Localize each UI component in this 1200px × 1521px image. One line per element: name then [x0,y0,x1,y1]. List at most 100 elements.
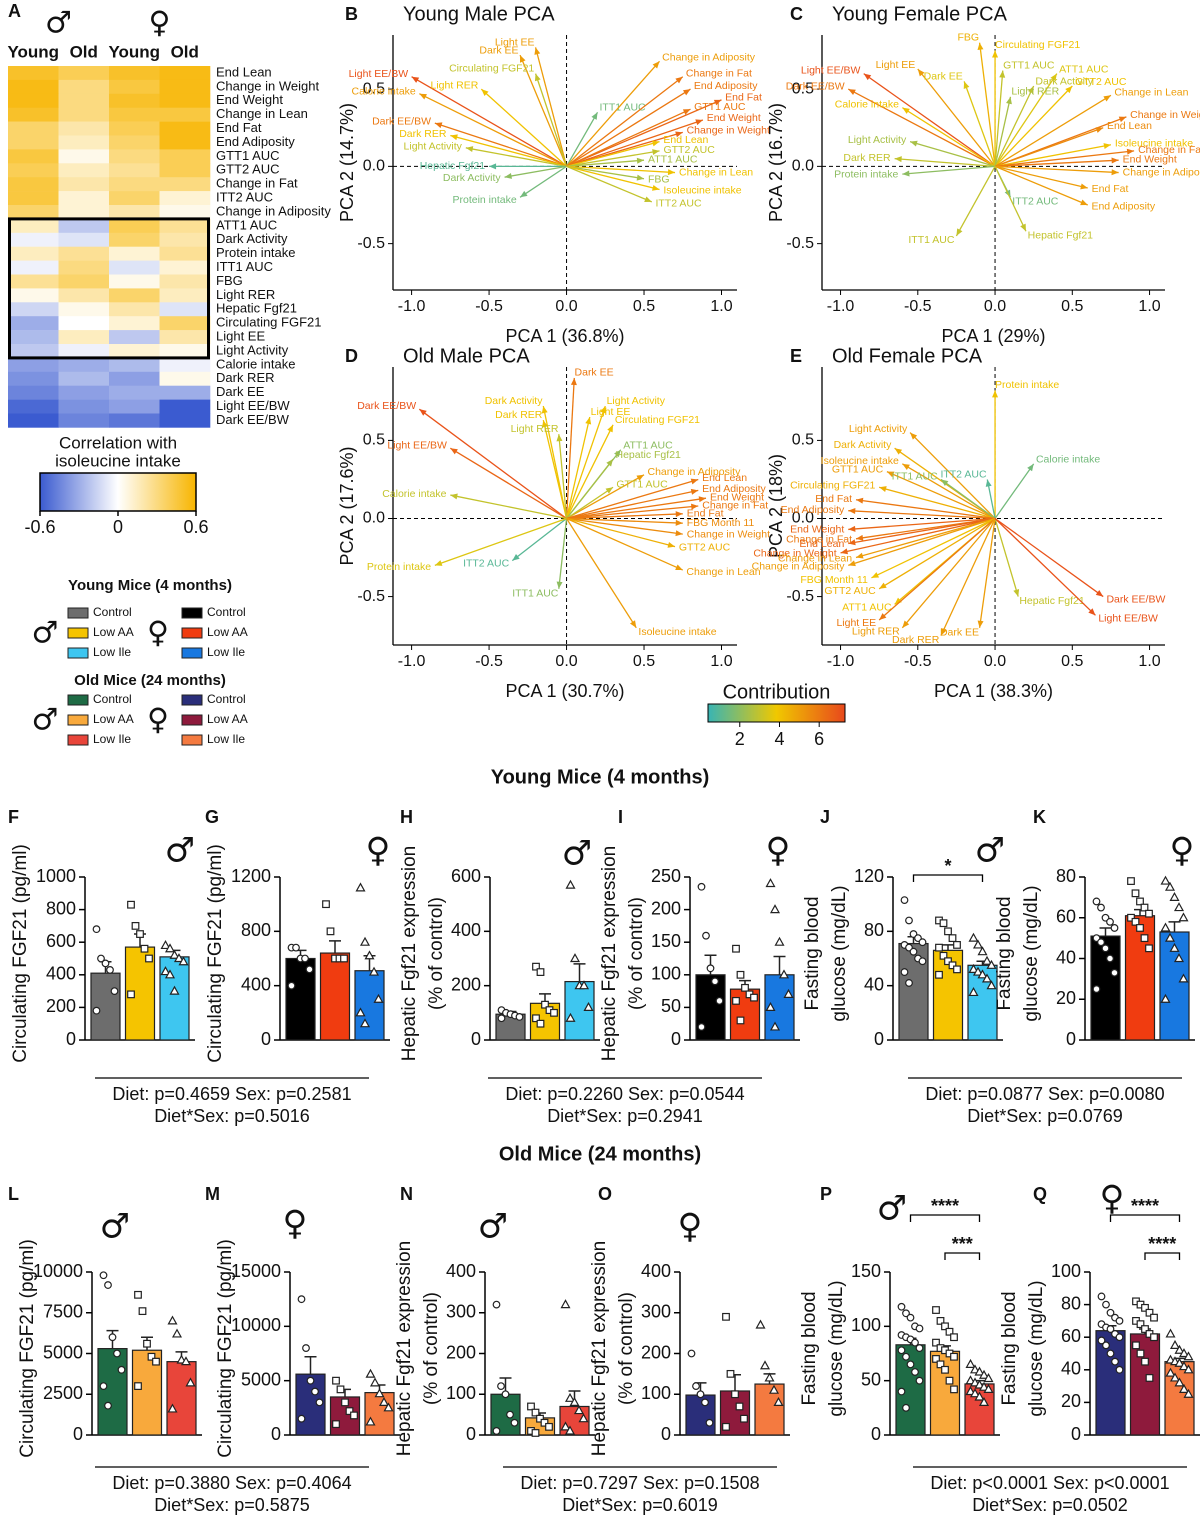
y-axis-label: glucose (mg/dL) [826,1280,847,1416]
row-label: ITT1 AUC [216,259,273,274]
data-point [936,1316,945,1325]
arrow-label: Isoleucine intake [638,626,716,638]
arrow-head [690,488,699,495]
arrow-shaft [940,478,996,520]
heatmap-cell [8,232,59,247]
data-point [977,969,988,979]
data-point [732,944,740,953]
y-tick-label: 0 [874,1029,884,1049]
panel-letter: C [790,4,803,24]
data-point [152,1357,160,1366]
bar [1124,915,1156,1041]
heatmap-cell [159,79,211,95]
arrow-head [652,149,660,156]
arrow-shaft [566,150,660,168]
arrow-shaft [994,518,1019,597]
data-point [560,1299,571,1309]
loading-arrow: Protein intake [453,165,567,206]
loading-arrow: Protein intake [834,165,996,180]
data-point [147,1352,156,1361]
significance-label: **** [1148,1234,1176,1254]
heatmap-cell [8,107,59,122]
arrow-label: Dark EE [924,70,963,82]
data-point [945,1376,954,1385]
arrow-label: Light Activity [849,423,908,435]
data-point [932,1306,940,1314]
heatmap-cell [109,218,160,234]
y-tick-label: 40 [1056,947,1076,967]
y-tick-label: 0 [471,1029,481,1049]
arrow-head [871,572,880,578]
arrow-label: Change in Adiposity [752,561,846,573]
arrow-label: Dark RER [399,128,447,140]
arrow-shaft [566,474,645,520]
y-tick-label: 80 [864,920,884,940]
y-axis-label: PCA 2 (17.6%) [337,446,357,565]
data-point [915,1324,924,1333]
data-point [127,990,135,999]
arrow-label: Dark Activity [1035,75,1094,87]
arrow-shaft [566,119,704,167]
arrow-shaft [994,166,1027,232]
data-point [287,981,296,990]
data-point [160,940,171,950]
loading-arrow: GTT2 AUC [566,517,731,554]
arrow-shaft [480,88,567,167]
data-point [565,879,576,889]
arrow-head [999,70,1006,78]
data-point [374,1388,385,1398]
arrow-shaft [566,517,684,571]
arrow-shaft [955,166,996,237]
x-tick-label: -0.5 [904,298,932,315]
sex-symbol: ♀ [366,831,391,871]
error-bar [304,1356,317,1375]
data-point [1131,917,1140,926]
loading-arrow: Light EE [495,36,568,167]
x-tick-label: 0.0 [555,653,577,670]
arrow-label: Change in Weight [1130,109,1200,121]
y-axis-label: Fasting blood [994,896,1015,1010]
data-point [702,931,710,940]
arrow-label: Light Activity [404,141,463,153]
y-tick-label: 80 [1056,866,1076,886]
y-tick-label: 20 [1061,1391,1081,1411]
data-point [902,1309,910,1318]
arrow-label: Light EE [836,617,876,629]
heatmap-cell [159,288,211,303]
heatmap-cell [159,107,211,122]
x-tick-label: 1.0 [1138,653,1160,670]
panel-letter: N [400,1184,413,1204]
heatmap-cell [58,413,110,428]
panel-letter: G [205,807,219,827]
y-tick-label: 1200 [231,866,271,886]
data-point [1165,1367,1176,1377]
data-point [1174,1344,1185,1354]
data-point [897,1302,906,1311]
data-point [355,882,366,892]
arrow-head [992,50,999,58]
data-point [340,954,348,963]
y-tick-label: 400 [46,964,76,984]
heatmap-cell [58,246,110,261]
y-axis-label: (% of control) [426,897,447,1010]
data-point [1169,942,1180,952]
arrow-shaft [855,499,996,520]
data-point [92,1006,101,1015]
data-point [978,1381,990,1391]
arrow-head [902,620,910,628]
arrow-label: GTT1 AUC [1003,59,1055,71]
heatmap-cell [159,399,211,414]
y-axis-label: (% of control) [626,897,647,1010]
data-point [944,927,952,936]
arrow-shaft [565,424,614,519]
y-tick-label: 0.5 [363,432,385,449]
heatmap-cell [159,344,211,359]
arrow-label: FBG [648,173,670,185]
significance-label: **** [931,1196,959,1216]
heatmap-cell [8,121,59,136]
arrow-head [894,597,902,605]
bar [159,956,190,1041]
data-point [1106,954,1114,963]
data-point [292,943,300,952]
data-point [1178,973,1189,983]
